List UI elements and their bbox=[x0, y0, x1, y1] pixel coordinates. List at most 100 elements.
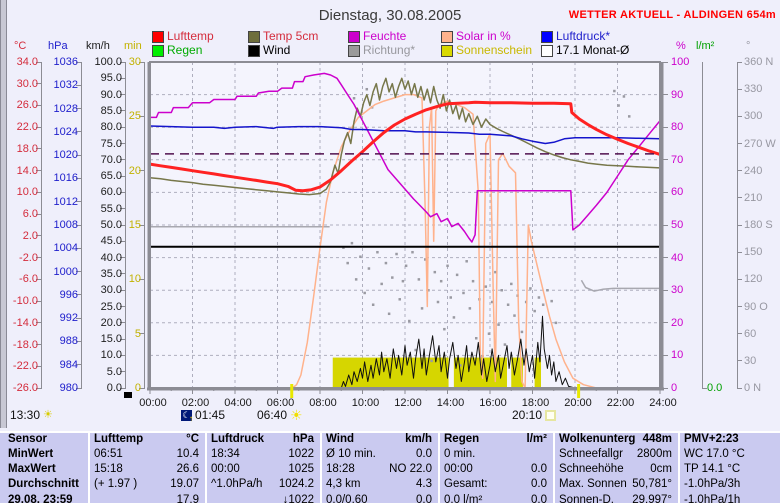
windspeed-axis-label: 75.0 bbox=[100, 137, 122, 150]
sunshine-axis-label: 15 bbox=[128, 219, 141, 231]
axis-unit-label: °C bbox=[14, 40, 27, 52]
windspeed-axis-tick bbox=[120, 175, 125, 177]
pressure-axis-label: 1032 bbox=[53, 79, 78, 92]
table-cell-value: 19.07 bbox=[170, 478, 199, 490]
legend-label: Regen bbox=[167, 43, 203, 57]
temp-axis-label: 6.0 bbox=[22, 208, 38, 221]
pressure-axis-tick bbox=[76, 84, 81, 86]
table-cell-label: Wind bbox=[326, 433, 354, 445]
table-cell-label: 0.0 l/m² bbox=[444, 494, 483, 503]
table-cell-label: 4,3 km bbox=[326, 478, 361, 490]
sunshine-axis-label: 30 bbox=[128, 56, 141, 68]
series-richtung-dots bbox=[423, 258, 427, 261]
sunshine-axis-tick bbox=[139, 170, 144, 172]
humidity-axis-tick bbox=[663, 159, 668, 161]
series-richtung-dots bbox=[427, 289, 430, 292]
table-cell-label: TP 14.1 °C bbox=[684, 463, 741, 475]
series-richtung-dots bbox=[433, 270, 437, 274]
humidity-axis-tick bbox=[663, 94, 668, 96]
pressure-axis-tick bbox=[76, 247, 81, 249]
pressure-axis-tick bbox=[76, 294, 81, 296]
axis-unit-label: ° bbox=[746, 40, 751, 52]
direction-axis-label: 360 N bbox=[744, 56, 774, 68]
humidity-axis-tick bbox=[663, 289, 668, 291]
x-tick-label: 18:00 bbox=[521, 397, 550, 409]
x-tick-label: 04:00 bbox=[224, 397, 252, 409]
x-tick-label: 00:00 bbox=[139, 397, 167, 409]
series-richtung-dots bbox=[363, 291, 366, 295]
pressure-axis-label: 1008 bbox=[53, 219, 78, 231]
table-cell-value: °C bbox=[186, 433, 199, 445]
windspeed-axis-tick bbox=[120, 240, 125, 242]
temp-axis-tick bbox=[36, 83, 41, 85]
windspeed-axis-tick bbox=[120, 208, 125, 210]
windspeed-axis-tick bbox=[120, 110, 125, 112]
direction-axis-tick bbox=[737, 170, 742, 172]
humidity-axis-tick bbox=[663, 126, 668, 128]
rain-axis-tick bbox=[702, 387, 707, 389]
table-cell-value: ↓1022 bbox=[282, 494, 314, 503]
axis-unit-label: min bbox=[124, 40, 142, 52]
series-richtung-dots bbox=[346, 261, 349, 265]
table-cell-label: PMV+2:23 bbox=[684, 433, 739, 445]
series-richtung-dots bbox=[554, 321, 558, 325]
series-richtung-dots bbox=[471, 279, 475, 283]
humidity-axis-label: 10 bbox=[671, 349, 684, 362]
series-richtung-dots bbox=[371, 303, 375, 306]
temp-axis-tick bbox=[36, 191, 41, 193]
windspeed-axis-label: 10.0 bbox=[100, 349, 122, 362]
series-richtung-dots bbox=[533, 309, 536, 313]
series-luftdruck bbox=[149, 125, 661, 145]
table-column-separator bbox=[320, 433, 322, 503]
series-richtung-dots bbox=[550, 299, 553, 303]
table-cell-label: ^1.0hPa/h bbox=[211, 478, 263, 490]
series-richtung-dots bbox=[617, 104, 620, 107]
solar-noon-time: 13:30 bbox=[10, 408, 41, 422]
legend-label: Lufttemp bbox=[167, 29, 214, 43]
pressure-axis-tick bbox=[76, 387, 81, 389]
table-sensor-label: Sensor bbox=[8, 433, 47, 445]
pressure-axis-label: 1000 bbox=[53, 265, 78, 278]
direction-axis-label: 210 bbox=[744, 191, 763, 204]
table-cell-label: Lufttemp bbox=[94, 433, 144, 445]
windspeed-axis-label: 45.0 bbox=[100, 235, 122, 248]
temp-axis-tick bbox=[36, 257, 41, 259]
table-cell-label: Gesamt: bbox=[444, 478, 488, 490]
table-cell-value: 10.4 bbox=[176, 448, 199, 460]
pressure-axis-label: 992 bbox=[59, 312, 78, 325]
windspeed-axis-label: 90.0 bbox=[100, 88, 122, 101]
x-tick-label: 12:00 bbox=[394, 397, 422, 409]
series-richtung-dots bbox=[398, 298, 401, 301]
series-richtung-dots bbox=[497, 323, 500, 326]
temp-axis-label: 18.0 bbox=[16, 142, 38, 155]
weather-chart bbox=[147, 61, 664, 398]
series-wind bbox=[150, 315, 660, 389]
direction-axis-tick bbox=[737, 197, 742, 199]
humidity-axis-tick bbox=[663, 322, 668, 324]
direction-axis-label: 330 bbox=[744, 83, 763, 96]
table-cell-value: 26.6 bbox=[176, 463, 199, 475]
table-sensor-label: MaxWert bbox=[8, 463, 56, 475]
series-richtung-dots bbox=[537, 296, 541, 299]
series-richtung-dots bbox=[417, 278, 421, 281]
direction-axis-label: 270 W bbox=[744, 137, 776, 150]
legend-label: Feuchte bbox=[363, 29, 407, 43]
axis-unit-label: % bbox=[676, 40, 686, 52]
humidity-axis-label: 20 bbox=[671, 316, 684, 329]
windspeed-axis-tick bbox=[120, 273, 125, 275]
series-feuchte bbox=[150, 72, 661, 243]
legend-swatch-17-1-monat- bbox=[541, 45, 553, 57]
windspeed-axis-label: 50.0 bbox=[100, 219, 122, 231]
table-cell-value: 0.0 bbox=[531, 478, 547, 490]
sunrise-marker: 06:40 ☀ bbox=[257, 408, 303, 422]
pressure-axis-label: 1012 bbox=[53, 195, 78, 208]
pressure-axis-label: 988 bbox=[59, 335, 78, 348]
sunshine-axis-tick bbox=[139, 61, 144, 63]
temp-axis-tick bbox=[36, 387, 41, 389]
series-richtung-dots bbox=[404, 264, 408, 268]
page-title: Dienstag, 30.08.2005 bbox=[318, 7, 462, 24]
table-cell-label: 15:18 bbox=[94, 463, 123, 475]
moon-icon: ☾ ↑ bbox=[181, 409, 193, 423]
direction-axis-tick bbox=[737, 333, 742, 335]
legend-swatch-lufttemp bbox=[152, 31, 164, 43]
